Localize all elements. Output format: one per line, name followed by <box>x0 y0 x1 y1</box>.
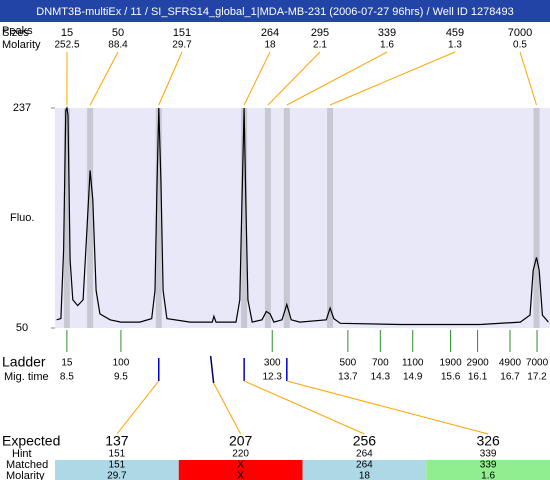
ladder-size: 1100 <box>402 358 424 369</box>
peak-size: 15 <box>61 27 73 39</box>
matched-value: 339 <box>480 460 497 471</box>
ladder-time: 13.7 <box>338 372 358 383</box>
ladder-time: 8.5 <box>60 372 74 383</box>
matched-value: 264 <box>356 460 373 471</box>
y-tick-label: 50 <box>16 322 28 334</box>
expected-value: 256 <box>353 433 377 449</box>
match-connector <box>213 382 242 435</box>
ladder-time: 17.2 <box>527 372 547 383</box>
ladder-size: 1900 <box>439 358 462 369</box>
expected-value: 326 <box>476 433 500 449</box>
peak-molarity: 252.5 <box>54 40 79 51</box>
match-cell <box>178 460 303 480</box>
ladder-time: 15.6 <box>441 372 461 383</box>
molarity-label: Molarity <box>2 39 41 51</box>
expected-value: 137 <box>105 433 129 449</box>
hint-label: Hint <box>12 448 32 460</box>
peak-band <box>155 108 162 328</box>
ladder-size: 300 <box>264 358 281 369</box>
ladder-size: 100 <box>113 358 130 369</box>
ladder-time: 12.3 <box>263 372 283 383</box>
sizes-label: Sizes <box>2 27 29 39</box>
peak-molarity: 1.6 <box>380 40 394 51</box>
mig-time-label: Mig. time <box>4 371 49 383</box>
peak-size: 339 <box>378 27 396 39</box>
peak-band <box>283 108 290 328</box>
peak-molarity: 18 <box>264 40 276 51</box>
ladder-time: 14.3 <box>371 372 391 383</box>
peak-connector <box>158 51 183 106</box>
hint-value: 151 <box>109 449 126 460</box>
molarity-value: 29.7 <box>107 471 127 480</box>
matched-value: 151 <box>109 460 126 471</box>
molarity-row-label: Molarity <box>6 470 45 480</box>
peak-band <box>63 108 70 328</box>
ladder-time: 9.5 <box>114 372 128 383</box>
peak-connector <box>267 51 321 106</box>
match-cell <box>426 460 550 480</box>
molarity-value: 18 <box>359 471 371 480</box>
ladder-size: 7000 <box>526 358 549 369</box>
peaks-label: Peaks <box>2 25 33 37</box>
peak-molarity: 88.4 <box>108 40 128 51</box>
peak-size: 264 <box>261 27 279 39</box>
ladder-size: 2900 <box>466 358 489 369</box>
peak-band <box>87 108 94 328</box>
match-connector <box>243 380 365 435</box>
trace <box>56 105 549 326</box>
peak-connector <box>519 51 537 106</box>
y-axis-label: Fluo. <box>10 212 34 224</box>
ladder-time: 16.1 <box>468 372 488 383</box>
match-cell <box>302 460 427 480</box>
ladder-size: 700 <box>372 358 389 369</box>
ladder-size: 15 <box>61 358 73 369</box>
header-bar <box>0 0 550 22</box>
ladder-size: 500 <box>340 358 357 369</box>
peak-size: 50 <box>112 27 124 39</box>
molarity-value: 1.6 <box>481 471 495 480</box>
ladder-time: 16.7 <box>500 372 520 383</box>
expected-value: 207 <box>229 433 253 449</box>
unmatched-mark <box>209 355 215 384</box>
header-title: DNMT3B-multiEx / 11 / SI_SFRS14_global_1… <box>36 6 514 18</box>
y-tick-label: 237 <box>13 102 31 114</box>
peak-connector <box>286 51 388 106</box>
ladder-size: 4900 <box>499 358 522 369</box>
ladder-label: Ladder <box>2 354 46 370</box>
hint-value: 339 <box>480 449 497 460</box>
peak-molarity: 2.1 <box>313 40 327 51</box>
peak-connector <box>89 51 119 106</box>
peak-size: 459 <box>446 27 464 39</box>
ladder-time: 14.9 <box>403 372 423 383</box>
peak-molarity: 29.7 <box>172 40 192 51</box>
peak-band <box>264 108 271 328</box>
match-cell <box>55 460 179 480</box>
molarity-value: X <box>237 471 244 480</box>
peak-band <box>241 108 248 328</box>
peak-connector <box>243 51 271 106</box>
peak-molarity: 1.3 <box>448 40 462 51</box>
hint-value: 220 <box>232 449 249 460</box>
match-connector <box>116 380 160 435</box>
matched-value: X <box>237 460 244 471</box>
peak-size: 295 <box>311 27 329 39</box>
expected-label: Expected <box>2 433 60 449</box>
peak-band <box>533 108 540 328</box>
hint-value: 264 <box>356 449 373 460</box>
peak-connector <box>329 51 456 106</box>
peak-molarity: 0.5 <box>513 40 527 51</box>
matched-label: Matched <box>6 459 48 471</box>
peak-band <box>327 108 334 328</box>
plot-area <box>55 108 550 328</box>
match-connector <box>286 380 489 435</box>
peak-size: 7000 <box>508 27 532 39</box>
peak-size: 151 <box>173 27 191 39</box>
